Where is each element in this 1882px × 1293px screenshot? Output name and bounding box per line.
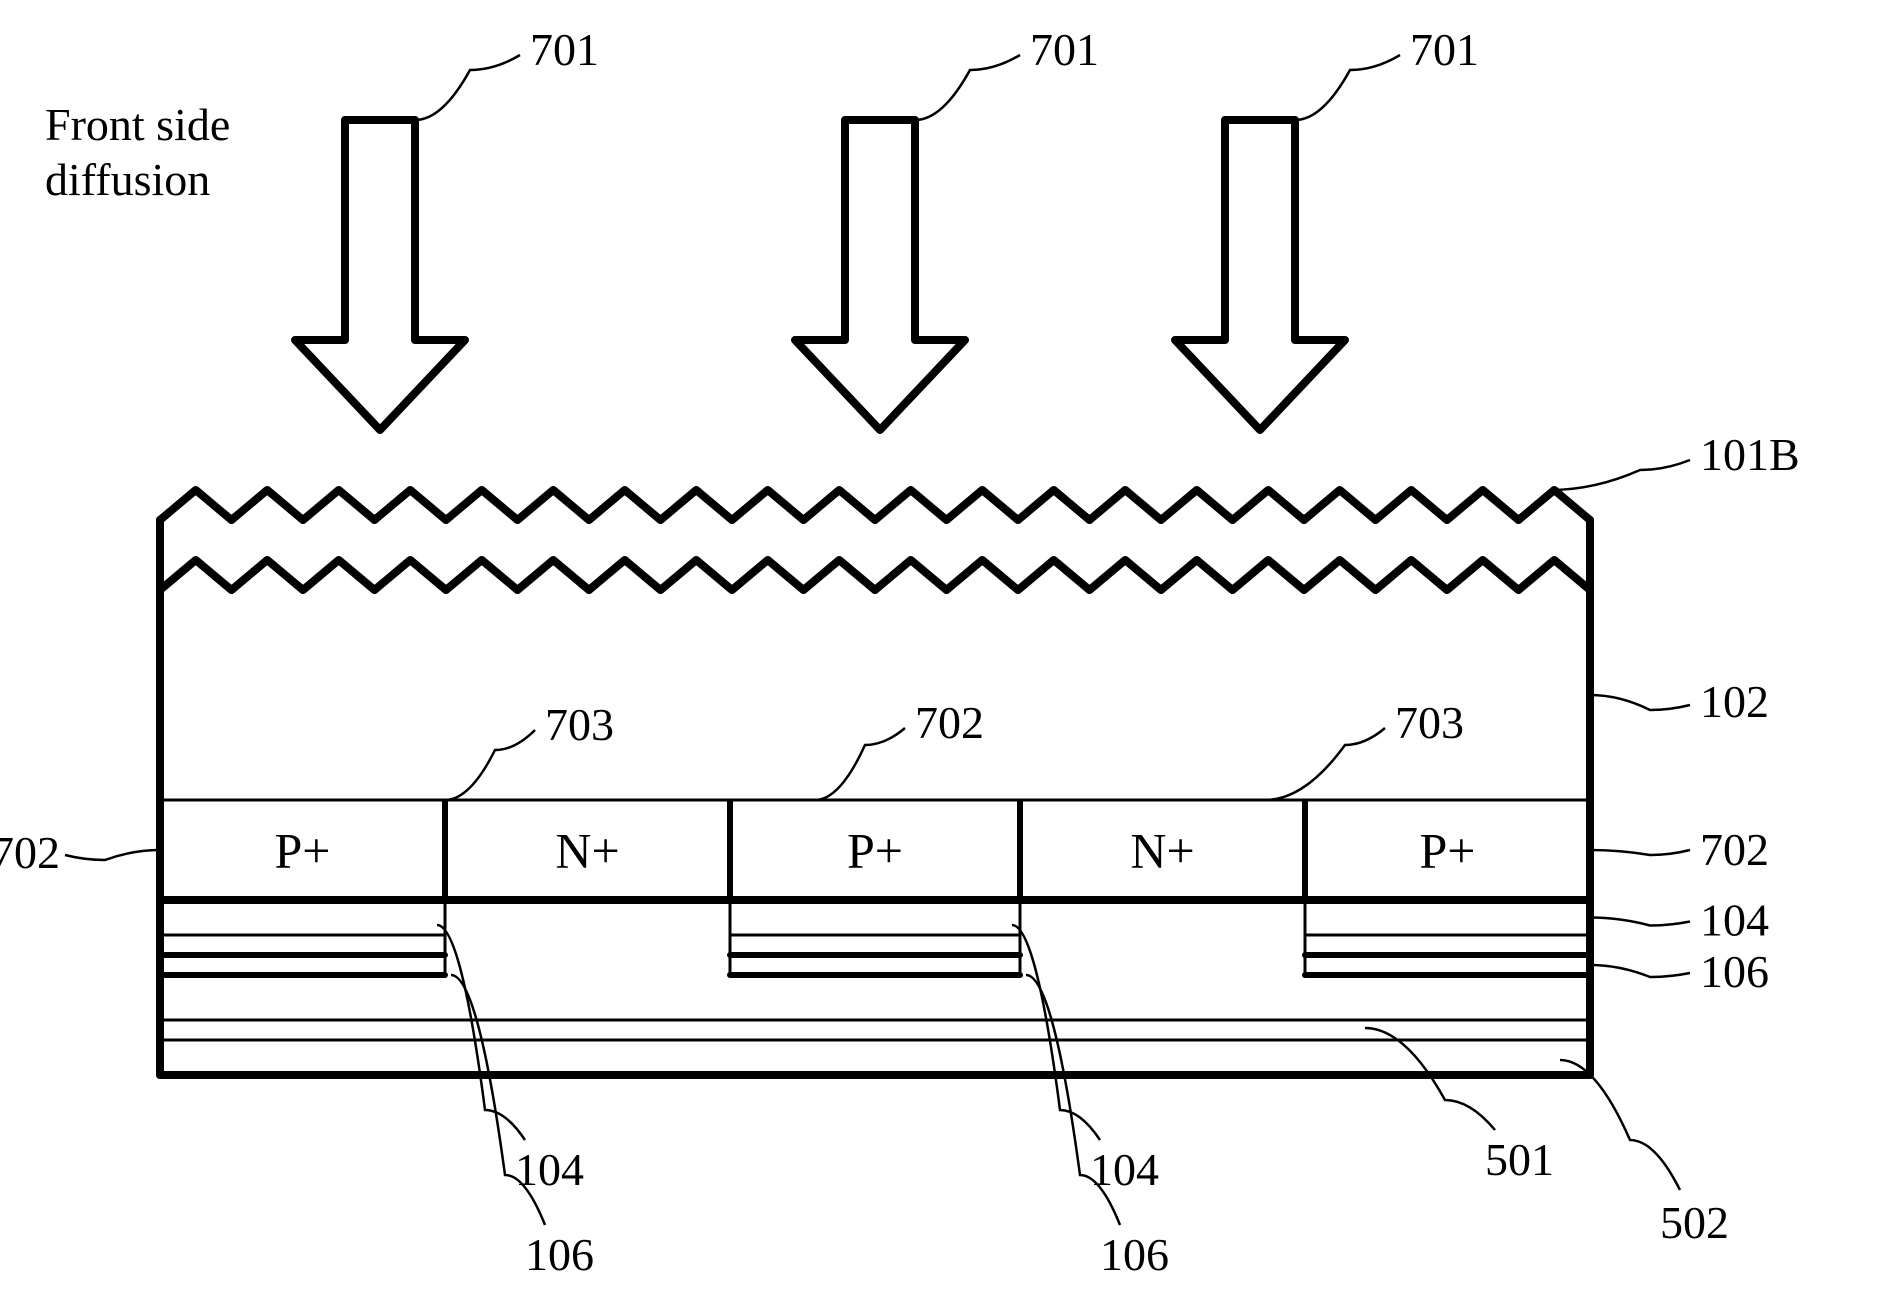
diffusion-arrow	[295, 120, 465, 430]
textured-surface-top	[160, 490, 1590, 520]
leader-703-left	[445, 730, 535, 800]
region-label-4: P+	[1419, 823, 1475, 879]
region-label-2: P+	[847, 823, 903, 879]
text-diffusion: diffusion	[45, 154, 210, 205]
callout-104-right: 104	[1700, 895, 1769, 946]
callout-102: 102	[1700, 676, 1769, 727]
leader-702-right	[1590, 850, 1690, 855]
callout-106-b2: 106	[1100, 1229, 1169, 1280]
callout-701-2: 701	[1030, 24, 1099, 75]
text-front-side: Front side	[45, 99, 230, 150]
leader-502	[1560, 1060, 1680, 1190]
leader-101B	[1550, 460, 1690, 490]
callout-106-b1: 106	[525, 1229, 594, 1280]
leader-701-3	[1295, 55, 1400, 120]
leader-701-1	[415, 55, 520, 120]
callout-702-right: 702	[1700, 824, 1769, 875]
callout-106-right: 106	[1700, 946, 1769, 997]
textured-surface-bottom	[160, 560, 1590, 590]
callout-101B: 101B	[1700, 429, 1800, 480]
callout-702-top: 702	[915, 697, 984, 748]
semiconductor-cross-section-diagram: P+N+P+N+P+701701701101B10270210410670270…	[0, 0, 1882, 1293]
leader-102	[1590, 695, 1690, 710]
callout-502: 502	[1660, 1197, 1729, 1248]
leader-701-2	[915, 55, 1020, 120]
region-label-0: P+	[274, 823, 330, 879]
region-label-3: N+	[1130, 823, 1194, 879]
leader-106-right	[1590, 965, 1690, 977]
leader-703-right	[1265, 728, 1385, 800]
callout-701-3: 701	[1410, 24, 1479, 75]
leader-702-top	[815, 728, 905, 800]
callout-501: 501	[1485, 1134, 1554, 1185]
callout-703-right: 703	[1395, 697, 1464, 748]
callout-702-left: 702	[0, 827, 60, 878]
region-label-1: N+	[555, 823, 619, 879]
callout-703-left: 703	[545, 699, 614, 750]
diffusion-arrow	[1175, 120, 1345, 430]
leader-702-left	[65, 850, 160, 860]
callout-701-1: 701	[530, 24, 599, 75]
diffusion-arrow	[795, 120, 965, 430]
leader-104-right	[1590, 918, 1690, 926]
